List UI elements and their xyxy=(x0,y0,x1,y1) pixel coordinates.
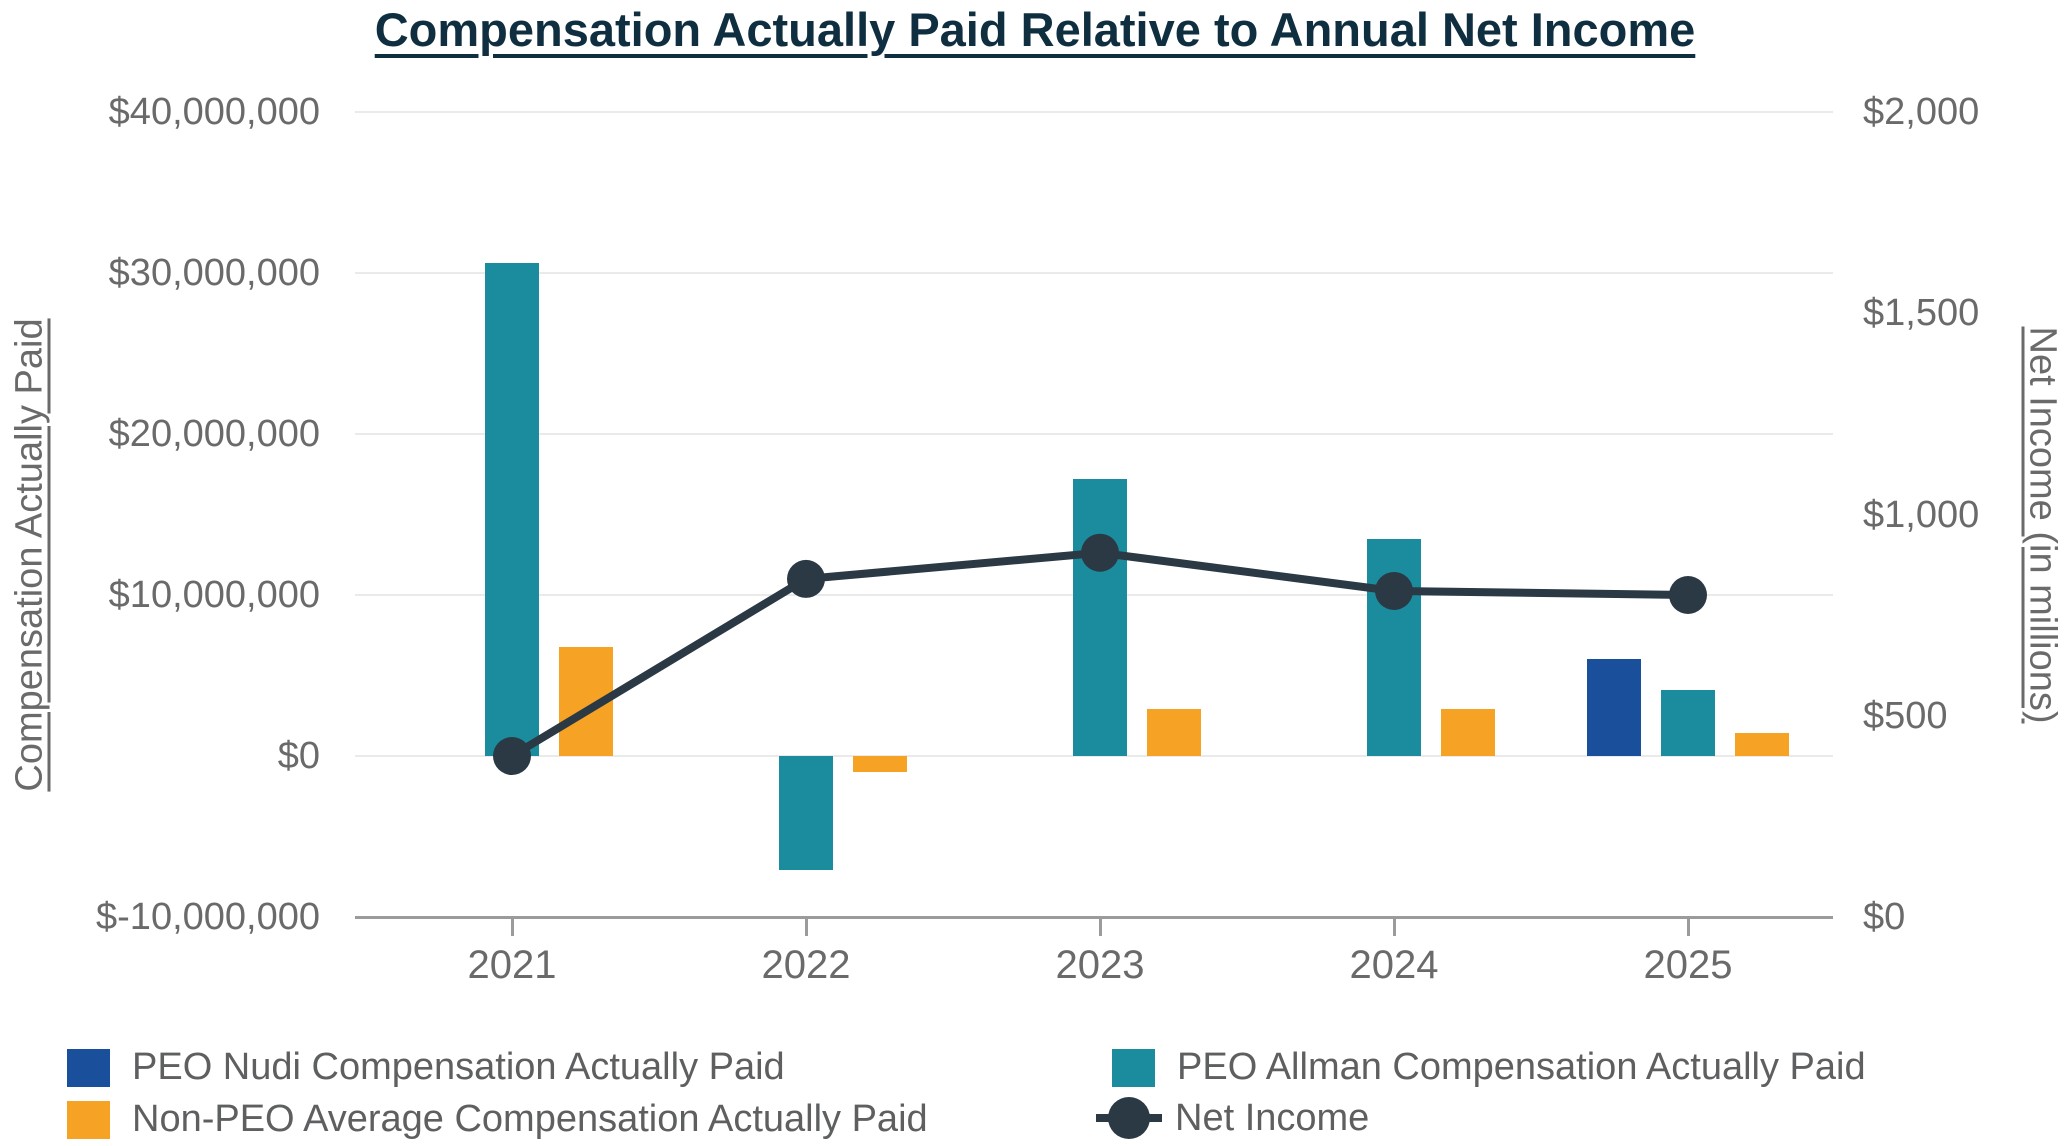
x-axis-tick xyxy=(1099,917,1102,936)
x-axis-tick-label: 2021 xyxy=(467,943,557,987)
legend-item-peo-allman: PEO Allman Compensation Actually Paid xyxy=(1112,1046,1866,1089)
right-axis-tick-label: $1,000 xyxy=(1863,493,1980,536)
bar-nonpeo-2023 xyxy=(1147,709,1201,756)
left-axis-tick-label: $40,000,000 xyxy=(108,91,320,133)
right-axis-tick-label: $0 xyxy=(1863,896,1906,938)
x-axis-tick xyxy=(1393,917,1396,936)
bar-nonpeo-2025 xyxy=(1735,733,1789,756)
x-axis-tick xyxy=(1687,917,1690,936)
legend-item-net-income: Net Income xyxy=(1096,1096,1369,1140)
x-axis-tick-label: 2025 xyxy=(1643,943,1733,987)
x-axis-tick-label: 2022 xyxy=(761,943,851,987)
net-income-marker-icon xyxy=(1096,1096,1162,1140)
left-axis-tick-label: $20,000,000 xyxy=(108,413,320,455)
gridline xyxy=(355,272,1833,274)
legend-label: Net Income xyxy=(1175,1096,1370,1139)
net-income-point-2022 xyxy=(787,559,825,598)
bar-allman-2023 xyxy=(1073,479,1127,756)
legend-label: Non-PEO Average Compensation Actually Pa… xyxy=(132,1098,928,1140)
gridline xyxy=(355,433,1833,435)
orange-swatch-icon xyxy=(67,1100,110,1139)
gridline xyxy=(355,111,1833,113)
net-income-point-2023 xyxy=(1081,533,1119,572)
net-income-point-2024 xyxy=(1375,571,1413,610)
legend-label: PEO Allman Compensation Actually Paid xyxy=(1177,1046,1866,1088)
left-axis-tick-label: $30,000,000 xyxy=(108,252,320,294)
net-income-line xyxy=(509,548,1689,760)
legend-item-peo-nudi: PEO Nudi Compensation Actually Paid xyxy=(67,1046,785,1089)
right-axis-tick-label: $1,500 xyxy=(1863,292,1980,335)
x-axis-tick-label: 2024 xyxy=(1349,943,1439,987)
navy-swatch-icon xyxy=(67,1048,110,1087)
gridline xyxy=(355,755,1833,757)
legend-label: PEO Nudi Compensation Actually Paid xyxy=(132,1046,785,1088)
net-income-point-2021 xyxy=(493,737,531,775)
bar-allman-2022 xyxy=(779,756,833,871)
chart-title: Compensation Actually Paid Relative to A… xyxy=(374,3,1696,56)
bar-nonpeo-2022 xyxy=(853,756,907,773)
x-axis-tick xyxy=(805,917,808,936)
legend-item-non-peo-average: Non-PEO Average Compensation Actually Pa… xyxy=(67,1098,928,1141)
right-axis-tick-label: $500 xyxy=(1863,694,1948,737)
right-axis-tick-label: $2,000 xyxy=(1863,91,1980,133)
left-axis-tick-label: $-10,000,000 xyxy=(96,896,320,938)
bar-nudi-2025 xyxy=(1587,659,1641,756)
left-axis-tick-label: $0 xyxy=(277,735,320,777)
net-income-dot-icon xyxy=(1108,1097,1150,1139)
bar-allman-2021 xyxy=(485,263,539,756)
x-axis-tick xyxy=(511,917,514,936)
teal-swatch-icon xyxy=(1112,1048,1155,1087)
net-income-point-2025 xyxy=(1669,576,1707,614)
left-axis-tick-label: $10,000,000 xyxy=(108,574,320,616)
x-axis-line xyxy=(355,916,1833,919)
bar-nonpeo-2024 xyxy=(1441,709,1495,756)
x-axis-tick-label: 2023 xyxy=(1055,943,1145,987)
bar-allman-2025 xyxy=(1661,689,1715,756)
